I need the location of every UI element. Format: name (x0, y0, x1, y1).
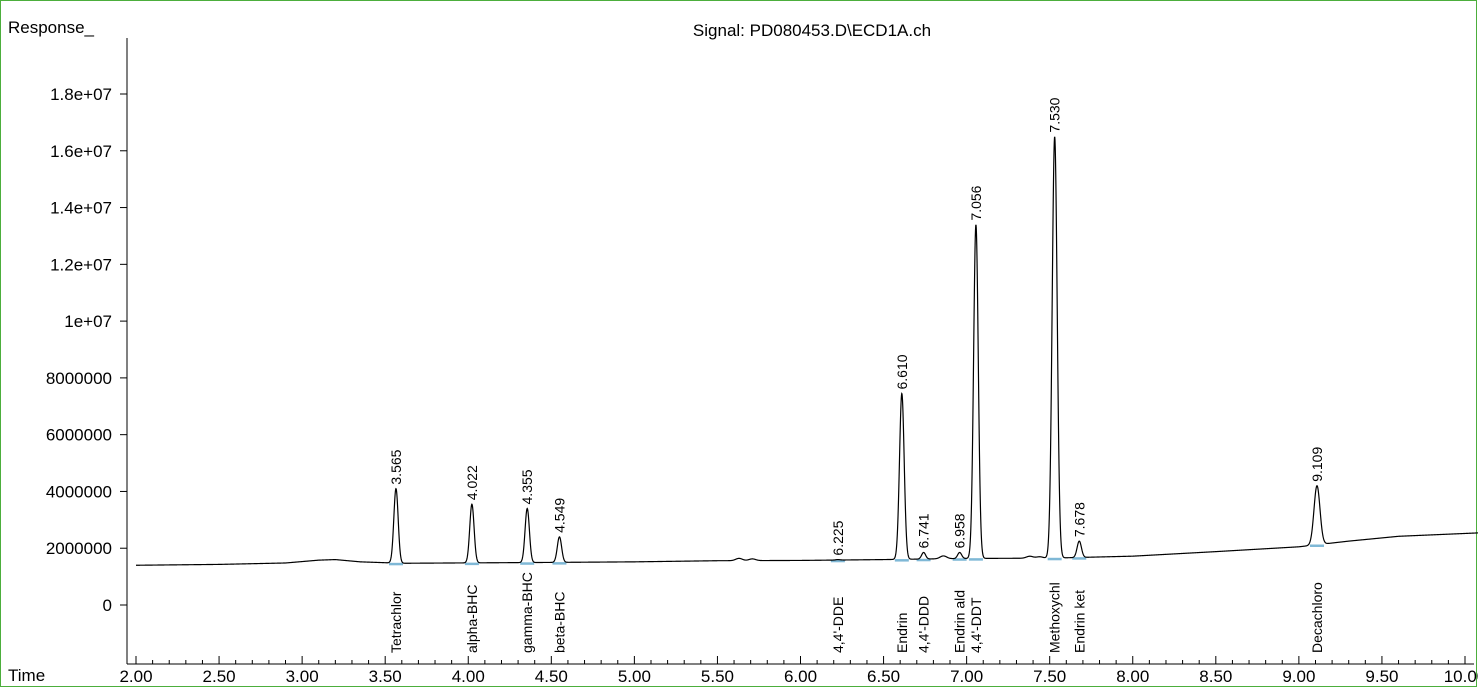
compound-label: 4,4'-DDE (830, 597, 846, 653)
peak-rt-label: 4.549 (551, 498, 567, 533)
compound-label: gamma-BHC (519, 572, 535, 653)
compound-labels: Tetrachlor alpha-BHC gamma-BHC beta-BHC 4,4'… (388, 572, 1325, 653)
x-tick-label: 8.50 (1199, 667, 1232, 686)
peak-rt-label: 6.610 (894, 354, 910, 389)
peak-rt-label: 9.109 (1309, 447, 1325, 482)
compound-label: 4,4'-DDD (916, 596, 932, 653)
x-tick-label: 5.00 (618, 667, 651, 686)
peak-rt-label: 4.022 (464, 465, 480, 500)
compound-label: Endrin (894, 613, 910, 653)
compound-label: Tetrachlor (388, 591, 404, 653)
y-tick-label: 4000000 (46, 482, 112, 501)
x-tick-label: 9.00 (1282, 667, 1315, 686)
chart-title: Signal: PD080453.D\ECD1A.ch (693, 21, 931, 40)
y-tick-label: 1.4e+07 (50, 199, 112, 218)
x-tick-label: 6.00 (784, 667, 817, 686)
x-tick-label: 9.50 (1365, 667, 1398, 686)
compound-label: Methoxychl (1047, 582, 1063, 653)
compound-label: alpha-BHC (464, 585, 480, 653)
peak-rt-label: 6.225 (830, 520, 846, 555)
x-tick-label: 4.00 (452, 667, 485, 686)
peak-rt-label: 3.565 (388, 449, 404, 484)
y-tick-label: 1.2e+07 (50, 255, 112, 274)
y-tick-label: 0 (103, 596, 112, 615)
x-tick-label: 10.00 (1444, 667, 1478, 686)
peak-rt-label: 7.530 (1047, 97, 1063, 132)
x-ticks: 2.00 2.50 3.00 3.50 4.00 4.50 5.00 5.50 6.00 6.50… (119, 656, 1478, 686)
x-tick-label: 8.00 (1116, 667, 1149, 686)
x-axis-label: Time (8, 666, 45, 685)
peak-rt-label: 6.741 (916, 513, 932, 548)
x-tick-label: 3.00 (286, 667, 319, 686)
x-tick-label: 4.50 (535, 667, 568, 686)
compound-label: Endrin ket (1071, 590, 1087, 653)
signal-trace (135, 136, 1478, 566)
compound-label: Decachloro (1309, 582, 1325, 653)
peak-rt-label: 7.056 (968, 185, 984, 220)
integration-marks (388, 544, 1324, 566)
y-tick-label: 1.6e+07 (50, 142, 112, 161)
peak-labels: 3.565 4.022 4.355 4.549 6.225 6.610 6.741 6.958… (388, 97, 1325, 555)
y-tick-label: 1.8e+07 (50, 85, 112, 104)
x-tick-label: 2.50 (203, 667, 236, 686)
x-tick-label: 7.00 (950, 667, 983, 686)
peak-rt-label: 6.958 (952, 513, 968, 548)
y-tick-label: 8000000 (46, 369, 112, 388)
y-tick-label: 6000000 (46, 426, 112, 445)
peak-rt-label: 4.355 (519, 469, 535, 504)
y-tick-label: 1e+07 (64, 312, 112, 331)
x-tick-label: 5.50 (701, 667, 734, 686)
y-tick-label: 2000000 (46, 539, 112, 558)
x-tick-label: 7.50 (1033, 667, 1066, 686)
peak-rt-label: 7.678 (1071, 502, 1087, 537)
y-axis-label: Response_ (8, 18, 95, 37)
y-ticks: 1.8e+07 1.6e+07 1.4e+07 1.2e+07 1e+07 8000000… (46, 85, 127, 615)
compound-label: 4,4'-DDT (968, 597, 984, 653)
x-tick-label: 2.00 (119, 667, 152, 686)
x-tick-label: 3.50 (369, 667, 402, 686)
compound-label: beta-BHC (551, 592, 567, 653)
x-tick-label: 6.50 (867, 667, 900, 686)
compound-label: Endrin ald (952, 590, 968, 653)
